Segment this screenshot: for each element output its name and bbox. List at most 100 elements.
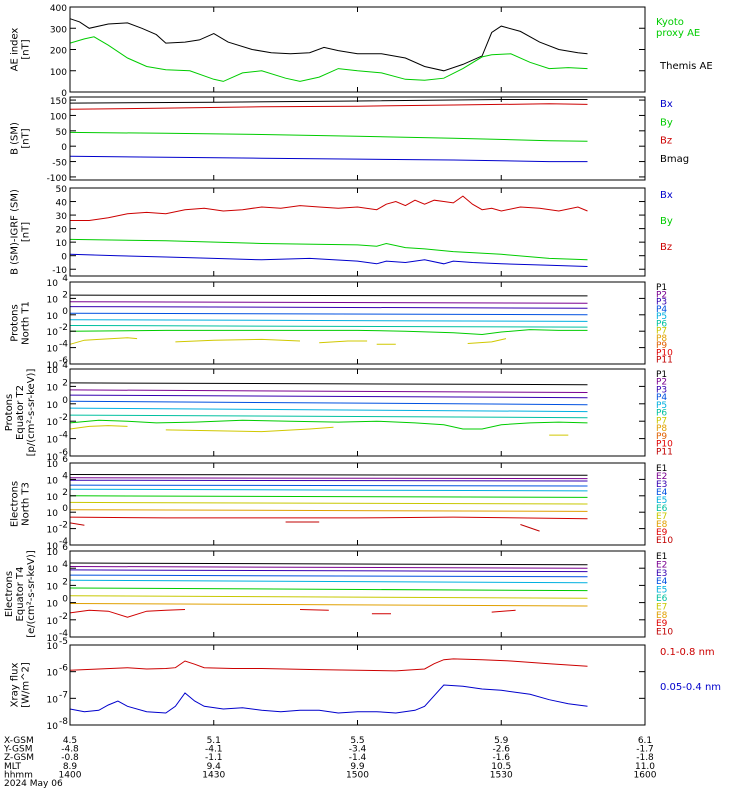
legend-entry: Bmag (660, 154, 689, 165)
legend-entry: Kyoto (656, 17, 684, 28)
legend-entry: E9 (656, 619, 668, 629)
y-tick-label: 10 (47, 634, 59, 644)
series-e2 (69, 477, 588, 480)
y-tick-label: 10 (47, 617, 59, 627)
axis-row-label: X-GSM (4, 736, 34, 746)
legend-entry: P5 (656, 401, 667, 411)
axis-row-label: Y-GSM (3, 745, 32, 755)
series-themis-ae (69, 18, 588, 72)
series-p3 (69, 306, 588, 309)
legend-entry: P2 (656, 290, 667, 300)
series-bmag (69, 99, 588, 104)
series-p5 (69, 319, 588, 322)
legend-entry: E4 (656, 488, 668, 498)
y-tick-label: 0 (61, 89, 67, 99)
series-bx (69, 253, 588, 267)
axis-value: 10.5 (491, 762, 511, 772)
y-tick-exponent: -7 (59, 690, 68, 700)
legend-entry: E8 (656, 520, 668, 530)
y-tick-exponent: 0 (62, 307, 68, 317)
y-tick-exponent: 4 (62, 274, 68, 284)
axis-value: 6.1 (638, 736, 652, 746)
series-p2 (69, 301, 588, 304)
axis-value: 1500 (346, 770, 369, 780)
series-e6 (69, 495, 588, 498)
y-tick-label: 10 (47, 401, 59, 411)
y-tick-label: 50 (56, 128, 68, 138)
y-tick-exponent: -2 (59, 413, 68, 423)
legend-entry: P4 (656, 393, 667, 403)
y-axis-label: North T1 (21, 301, 32, 345)
axis-value: 4.5 (63, 736, 77, 746)
legend-entry: 0.05-0.4 nm (660, 682, 721, 693)
y-tick-label: 10 (47, 526, 59, 536)
y-tick-exponent: 2 (62, 577, 68, 587)
series-e9-b (299, 609, 329, 611)
series-e7 (69, 595, 588, 599)
legend-entry: P5 (656, 312, 667, 322)
series-p8-b (175, 338, 301, 343)
y-tick-label: 30 (56, 212, 68, 222)
series-p4 (69, 312, 588, 316)
legend-entry: Bx (660, 99, 673, 110)
y-tick-label: 10 (47, 418, 59, 428)
axis-value: 5.9 (494, 736, 509, 746)
y-tick-label: 10 (47, 312, 59, 322)
legend-entry: P9 (656, 432, 667, 442)
y-tick-label: 150 (50, 97, 67, 107)
legend-entry: E1 (656, 552, 667, 562)
y-tick-label: 10 (47, 542, 59, 552)
y-tick-label: 10 (47, 453, 59, 463)
y-tick-label: 10 (47, 361, 59, 371)
axis-value: -3.4 (349, 745, 367, 755)
axis-value: 9.9 (350, 762, 365, 772)
legend-entry: P10 (656, 348, 673, 358)
legend-entry: By (660, 216, 673, 227)
series-p8-a (69, 337, 138, 345)
legend-entry: E9 (656, 528, 668, 538)
panel-frame (69, 281, 646, 365)
axis-value: -1.8 (636, 753, 654, 763)
y-tick-label: 0 (61, 253, 67, 263)
series-e4 (69, 484, 588, 487)
series-e6 (69, 587, 588, 592)
y-tick-label: -50 (52, 159, 67, 169)
legend-entry: P4 (656, 305, 667, 315)
series-p8-b (165, 426, 334, 433)
axis-value: -1.4 (349, 753, 367, 763)
axis-value: -4.8 (61, 745, 79, 755)
legend-entry: P1 (656, 370, 667, 380)
legend-entry: By (660, 117, 673, 128)
series-p8-a (69, 425, 128, 430)
legend-entry: E1 (656, 464, 667, 474)
panel-frame (69, 96, 646, 181)
axis-value: 11.0 (635, 762, 655, 772)
series-p7-green- (69, 329, 588, 336)
axis-value: 8.9 (63, 762, 78, 772)
axis-value: 1400 (59, 770, 82, 780)
y-tick-label: -10 (52, 266, 67, 276)
series-kyoto-proxy-ae (69, 36, 588, 82)
series-bx (69, 155, 588, 163)
time-axis: X-GSM 4.5 5.1 5.5 5.9 6.1 Y-GSM -4.8 -4.1 -3.4 -2.… (3, 736, 657, 789)
series-p6 (69, 325, 588, 328)
y-axis-label: [W/m^2] (21, 662, 32, 708)
y-tick-exponent: -4 (59, 340, 68, 350)
legend-entry: P7 (656, 327, 667, 337)
series-0-05-0-4-nm (69, 684, 588, 714)
axis-value: 1600 (634, 770, 657, 780)
legend-entry: E5 (656, 496, 667, 506)
series-p6 (69, 414, 588, 419)
series-e5 (69, 579, 588, 584)
y-tick-label: 100 (50, 112, 67, 122)
y-axis-label: Protons (4, 394, 15, 431)
y-axis-label: [nT] (21, 222, 32, 242)
y-tick-label: 10 (47, 582, 59, 592)
legend-entry: E2 (656, 560, 667, 570)
y-axis-label: B (SM)-IGRF (SM) (10, 189, 21, 275)
y-tick-exponent: -8 (59, 717, 68, 727)
y-tick-exponent: -4 (59, 537, 68, 547)
